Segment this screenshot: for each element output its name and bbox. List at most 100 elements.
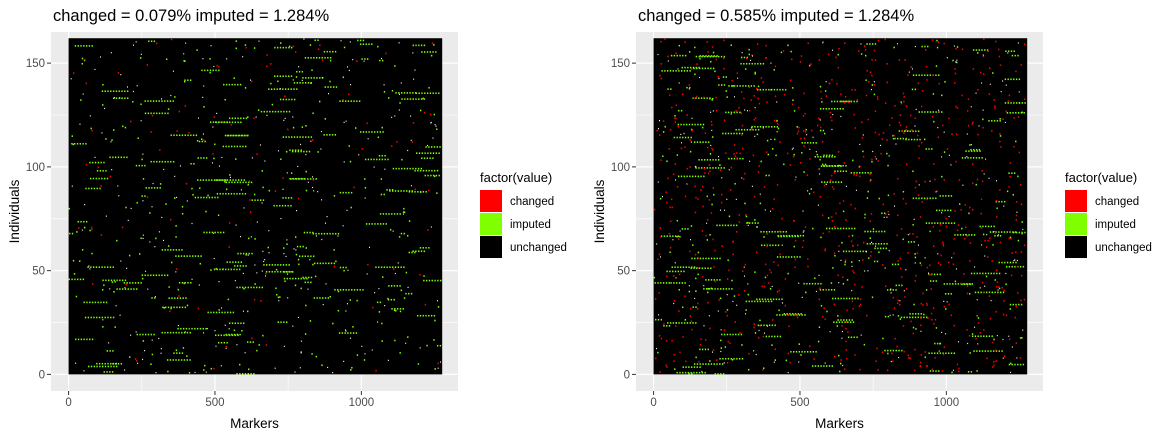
speck-cell — [773, 361, 775, 363]
changed-cell — [726, 278, 729, 280]
changed-cell — [711, 46, 714, 48]
imputed-cell — [235, 158, 237, 160]
imputed-cell — [825, 107, 828, 110]
imputed-cell — [104, 316, 106, 319]
speck-cell — [303, 38, 305, 40]
speck-cell — [307, 288, 309, 290]
imputed-cell — [867, 190, 869, 193]
imputed-cell — [217, 231, 219, 234]
changed-cell — [756, 87, 758, 90]
speck-cell — [677, 68, 679, 70]
imputed-cell — [330, 262, 333, 265]
imputed-cell — [996, 272, 998, 275]
changed-cell — [899, 267, 902, 270]
changed-cell — [933, 163, 935, 165]
imputed-cell — [216, 268, 218, 271]
imputed-cell — [712, 51, 715, 54]
imputed-cell — [994, 279, 996, 281]
imputed-cell — [289, 149, 291, 152]
imputed-cell — [126, 282, 128, 284]
imputed-cell — [685, 123, 688, 126]
imputed-cell — [680, 109, 683, 112]
speck-cell — [851, 290, 853, 292]
speck-cell — [953, 45, 955, 47]
speck-cell — [243, 207, 245, 209]
imputed-cell — [771, 126, 773, 128]
imputed-cell — [725, 111, 727, 114]
imputed-cell — [966, 283, 968, 285]
speck-cell — [371, 349, 373, 351]
imputed-cell — [230, 268, 232, 271]
changed-cell — [1008, 94, 1011, 97]
imputed-cell — [347, 332, 349, 334]
imputed-cell — [919, 138, 921, 141]
imputed-cell — [375, 266, 377, 269]
imputed-cell — [940, 111, 943, 113]
imputed-cell — [957, 283, 960, 285]
speck-cell — [345, 310, 347, 312]
speck-cell — [301, 79, 303, 82]
imputed-cell — [744, 68, 747, 70]
imputed-cell — [840, 227, 842, 230]
changed-cell — [934, 318, 937, 321]
changed-cell — [684, 195, 687, 198]
imputed-cell — [337, 309, 340, 312]
imputed-cell — [839, 165, 842, 167]
imputed-cell — [976, 370, 978, 372]
imputed-cell — [976, 150, 979, 152]
imputed-cell — [693, 266, 696, 269]
imputed-cell — [988, 291, 991, 294]
imputed-cell — [710, 267, 712, 270]
imputed-cell — [403, 266, 405, 269]
speck-cell — [894, 205, 896, 207]
imputed-cell — [192, 134, 195, 137]
imputed-cell — [822, 288, 824, 291]
changed-cell — [169, 218, 172, 221]
imputed-cell — [883, 230, 886, 233]
imputed-cell — [719, 257, 721, 260]
imputed-cell — [288, 75, 290, 78]
speck-cell — [397, 262, 399, 264]
speck-cell — [117, 185, 119, 187]
imputed-cell — [732, 85, 734, 87]
imputed-cell — [423, 44, 426, 47]
changed-cell — [704, 339, 707, 341]
changed-cell — [202, 139, 205, 141]
speck-cell — [361, 345, 363, 347]
imputed-cell — [195, 134, 198, 137]
imputed-cell — [954, 283, 957, 285]
changed-cell — [693, 97, 695, 99]
imputed-cell — [924, 111, 926, 113]
imputed-cell — [319, 77, 321, 79]
imputed-cell — [882, 337, 884, 340]
imputed-cell — [209, 71, 211, 74]
changed-cell — [926, 365, 928, 367]
imputed-cell — [190, 162, 192, 165]
changed-cell — [852, 270, 854, 272]
imputed-cell — [170, 160, 172, 163]
changed-cell — [738, 294, 740, 296]
imputed-cell — [674, 235, 677, 237]
imputed-cell — [394, 339, 396, 342]
imputed-cell — [258, 286, 261, 289]
imputed-cell — [798, 350, 801, 353]
speck-cell — [114, 97, 116, 99]
imputed-cell — [290, 172, 293, 174]
changed-cell — [716, 359, 718, 361]
imputed-cell — [727, 224, 729, 227]
imputed-cell — [142, 333, 144, 336]
changed-cell — [734, 321, 736, 323]
imputed-cell — [163, 307, 165, 309]
imputed-cell — [856, 172, 858, 174]
speck-cell — [342, 225, 344, 227]
imputed-cell — [669, 322, 672, 324]
imputed-cell — [228, 83, 231, 86]
x-axis-label: Markers — [230, 416, 279, 431]
changed-cell — [992, 366, 994, 368]
imputed-cell — [902, 238, 904, 241]
changed-cell — [669, 246, 672, 249]
imputed-cell — [275, 287, 277, 290]
imputed-cell — [931, 222, 933, 224]
imputed-cell — [848, 297, 851, 300]
imputed-cell — [103, 284, 105, 286]
